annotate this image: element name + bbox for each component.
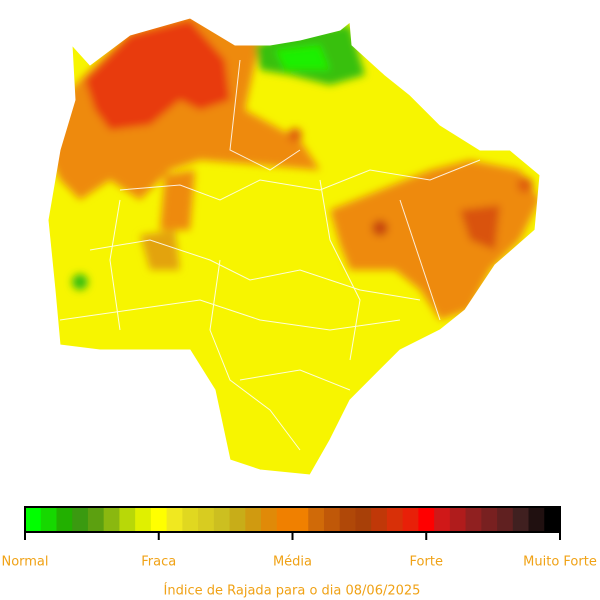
scale-step [25, 507, 42, 532]
scale-step [150, 507, 168, 532]
scale-step [213, 507, 231, 532]
county-lines [59, 59, 481, 451]
scale-step [449, 507, 467, 532]
scale-step [245, 507, 262, 532]
scale-step [166, 507, 183, 532]
scale-step [40, 507, 57, 532]
caption: Índice de Rajada para o dia 08/06/2025 [164, 583, 421, 599]
scale-label: Muito Forte [523, 555, 597, 570]
scale-step [434, 507, 451, 532]
scale-step [323, 507, 341, 532]
scale-step [497, 507, 514, 532]
scale-step [276, 507, 293, 532]
scale-step [371, 507, 388, 532]
scale-step [292, 507, 309, 532]
scale-label: Normal [1, 555, 48, 570]
scale-step [402, 507, 419, 532]
scale-step [528, 507, 545, 532]
scale-step [103, 507, 120, 532]
scale-step [465, 507, 482, 532]
scale-step [418, 507, 435, 532]
scale-label: Forte [410, 555, 443, 570]
legend: Normal Fraca Média Forte Muito Forte [1, 532, 597, 570]
scale-label: Fraca [141, 555, 176, 570]
scale-step [182, 507, 199, 532]
state-map [48, 18, 540, 475]
scale-step [355, 507, 372, 532]
scale-step [339, 507, 356, 532]
color-scale [24, 506, 561, 533]
scale-step [56, 507, 73, 532]
scale-step [261, 507, 278, 532]
scale-step [308, 507, 325, 532]
scale-step [481, 507, 498, 532]
scale-step [386, 507, 404, 532]
scale-step [72, 507, 89, 532]
scale-label: Média [273, 555, 312, 570]
scale-step [87, 507, 105, 532]
scale-step [512, 507, 530, 532]
scale-step [135, 507, 152, 532]
scale-step [544, 507, 561, 532]
scale-step [229, 507, 246, 532]
scale-step [119, 507, 136, 532]
scale-step [198, 507, 215, 532]
